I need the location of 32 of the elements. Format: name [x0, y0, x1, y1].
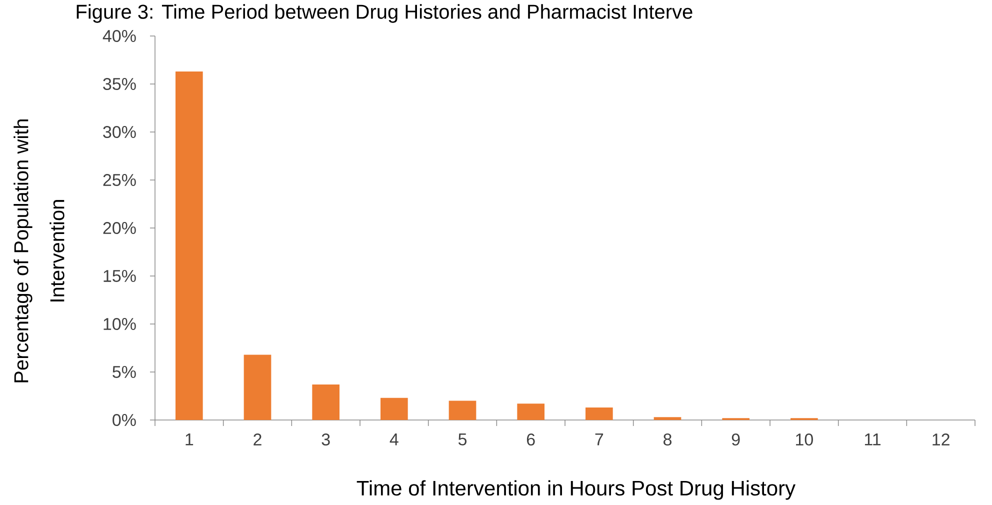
y-tick-label: 0%	[112, 414, 136, 426]
x-tick-label: 10	[796, 434, 813, 446]
bar	[586, 408, 613, 420]
y-tick-label: 30%	[103, 126, 136, 138]
bar	[244, 354, 272, 420]
x-tick-label: 8	[664, 434, 672, 446]
y-tick-label: 35%	[103, 78, 136, 90]
y-tick-label: 10%	[104, 318, 136, 330]
chart-title: Figure 3: Time Period between Drug Histories and Pharmacist Interve	[76, 4, 692, 23]
x-tick-label: 1	[186, 434, 194, 446]
bar	[654, 417, 682, 420]
bar	[380, 398, 408, 420]
y-tick-label: 5%	[112, 366, 136, 378]
x-tick-label: 9	[732, 434, 740, 446]
x-tick-label: 5	[458, 434, 467, 446]
y-tick-label: 15%	[104, 270, 136, 282]
x-tick-label: 2	[254, 434, 262, 446]
x-tick-label: 7	[595, 434, 604, 446]
x-tick-label: 3	[322, 434, 330, 446]
bar	[448, 400, 476, 420]
x-tick-label: 6	[526, 434, 535, 446]
x-tick-label: 11	[864, 434, 881, 446]
y-tick-label: 20%	[103, 222, 136, 234]
y-axis-title: Percentage of Population with Intervention	[14, 119, 64, 382]
x-axis-title: Time of Intervention in Hours Post Drug History	[356, 480, 796, 500]
y-tick-label: 25%	[103, 174, 136, 186]
y-tick-label: 40%	[102, 30, 136, 42]
bar	[517, 404, 545, 420]
bar	[312, 384, 340, 420]
bar	[176, 72, 203, 420]
x-tick-label: 4	[390, 434, 398, 446]
x-tick-label: 12	[932, 434, 950, 446]
